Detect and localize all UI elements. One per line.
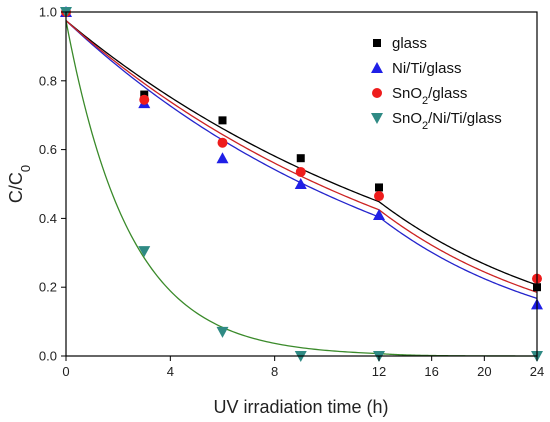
data-point-s0-4 bbox=[375, 183, 383, 192]
data-point-s2-4 bbox=[374, 191, 384, 202]
legend-label-2: SnO2/glass bbox=[392, 85, 467, 107]
legend-label-3: SnO2/Ni/Ti/glass bbox=[392, 110, 502, 132]
x-tick-label-2: 8 bbox=[271, 364, 278, 379]
data-point-s0-2 bbox=[218, 116, 227, 125]
y-tick-label-3: 0.6 bbox=[39, 142, 57, 157]
data-point-s1-2 bbox=[216, 152, 229, 164]
y-tick-label-4: 0.8 bbox=[39, 73, 57, 88]
fit-line-0 bbox=[65, 20, 538, 286]
data-markers bbox=[60, 6, 543, 362]
legend-label-1: Ni/Ti/glass bbox=[392, 60, 461, 77]
x-tick-label-1: 4 bbox=[167, 364, 174, 379]
x-tick-label-3: 12 bbox=[372, 364, 386, 379]
x-tick-label-0: 0 bbox=[62, 364, 69, 379]
legend-marker-3 bbox=[371, 113, 383, 124]
y-tick-label-2: 0.4 bbox=[39, 211, 57, 226]
x-tick-label-4: 16 bbox=[424, 364, 438, 379]
legend-label-0: glass bbox=[392, 35, 427, 52]
data-point-s3-2 bbox=[216, 326, 229, 338]
y-axis-title: C/C0 bbox=[6, 165, 33, 203]
legend: glass Ni/Ti/glass SnO2/glass SnO2/Ni/Ti/gla… bbox=[371, 35, 502, 132]
legend-marker-1 bbox=[371, 62, 383, 73]
x-axis-title: UV irradiation time (h) bbox=[213, 397, 388, 417]
legend-marker-0 bbox=[373, 39, 381, 47]
data-point-s2-1 bbox=[139, 94, 150, 105]
data-point-s1-3 bbox=[294, 178, 307, 189]
axis-ticks: 0 4 8 12 16 20 24 0.0 0.2 0.4 0.6 0.8 1.0 bbox=[39, 5, 544, 380]
data-point-s1-4 bbox=[373, 208, 385, 220]
data-point-s3-1 bbox=[138, 246, 151, 258]
data-point-s0-1 bbox=[140, 90, 149, 99]
data-point-s2-2 bbox=[217, 137, 228, 148]
x-tick-label-6: 24 bbox=[530, 364, 544, 379]
legend-marker-2 bbox=[372, 88, 382, 98]
data-point-s0-3 bbox=[296, 154, 305, 163]
x-tick-label-5: 20 bbox=[477, 364, 491, 379]
y-tick-label-0: 0.0 bbox=[39, 349, 57, 364]
y-tick-label-5: 1.0 bbox=[39, 5, 57, 20]
data-point-s2-3 bbox=[295, 166, 306, 177]
plot-frame bbox=[65, 11, 538, 357]
y-tick-label-1: 0.2 bbox=[39, 280, 57, 295]
